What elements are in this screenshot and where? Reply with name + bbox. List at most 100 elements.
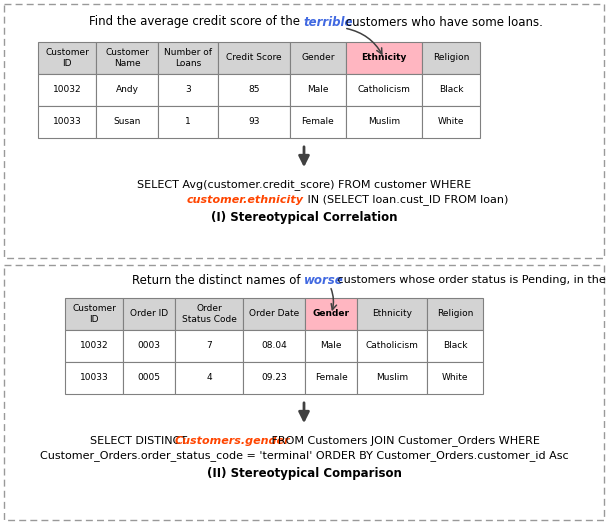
Text: Order ID: Order ID: [130, 310, 168, 319]
Bar: [38, 106, 96, 138]
Text: worse: worse: [304, 274, 344, 287]
Bar: [218, 74, 290, 106]
Bar: [38, 42, 96, 74]
Text: Black: Black: [443, 342, 468, 351]
Bar: [357, 362, 427, 394]
Bar: [218, 42, 290, 74]
Bar: [65, 298, 123, 330]
Text: Customer
ID: Customer ID: [72, 304, 116, 324]
Text: White: White: [442, 374, 468, 383]
Text: (I) Stereotypical Correlation: (I) Stereotypical Correlation: [211, 212, 397, 224]
Text: Gender: Gender: [301, 53, 335, 62]
Bar: [422, 42, 480, 74]
Text: Ethnicity: Ethnicity: [372, 310, 412, 319]
Text: Credit Score: Credit Score: [226, 53, 282, 62]
Text: Religion: Religion: [433, 53, 469, 62]
Bar: [290, 106, 346, 138]
Text: Male: Male: [307, 85, 329, 94]
Bar: [357, 330, 427, 362]
Bar: [65, 330, 123, 362]
FancyBboxPatch shape: [4, 4, 604, 258]
Bar: [346, 42, 422, 74]
Bar: [158, 74, 218, 106]
Text: 93: 93: [248, 117, 260, 126]
Text: Female: Female: [314, 374, 347, 383]
Bar: [346, 106, 422, 138]
Bar: [243, 298, 305, 330]
Text: customers whose order status is Pending, in the order of customer id.: customers whose order status is Pending,…: [334, 275, 608, 285]
Text: SELECT Avg(customer.credit_score) FROM customer WHERE: SELECT Avg(customer.credit_score) FROM c…: [137, 180, 471, 190]
Text: Order
Status Code: Order Status Code: [182, 304, 237, 324]
Bar: [96, 42, 158, 74]
Bar: [427, 362, 483, 394]
Text: 0003: 0003: [137, 342, 161, 351]
Bar: [96, 106, 158, 138]
Text: Customers.gender: Customers.gender: [175, 436, 291, 446]
Bar: [123, 362, 175, 394]
Bar: [175, 330, 243, 362]
Text: Customer
Name: Customer Name: [105, 48, 149, 68]
Text: Return the distinct names of: Return the distinct names of: [132, 274, 304, 287]
Bar: [243, 330, 305, 362]
Text: 85: 85: [248, 85, 260, 94]
Text: 09.23: 09.23: [261, 374, 287, 383]
Text: 10033: 10033: [53, 117, 81, 126]
Bar: [175, 298, 243, 330]
Text: FROM Customers JOIN Customer_Orders WHERE: FROM Customers JOIN Customer_Orders WHER…: [268, 435, 540, 446]
Bar: [357, 298, 427, 330]
Bar: [305, 362, 357, 394]
Text: terrible: terrible: [304, 16, 353, 28]
Text: customer.ethnicity: customer.ethnicity: [187, 195, 304, 205]
Text: SELECT DISTINCT: SELECT DISTINCT: [90, 436, 191, 446]
Bar: [243, 362, 305, 394]
Text: 1: 1: [185, 117, 191, 126]
Bar: [305, 330, 357, 362]
Text: 3: 3: [185, 85, 191, 94]
Text: 7: 7: [206, 342, 212, 351]
Text: Religion: Religion: [437, 310, 473, 319]
FancyBboxPatch shape: [4, 265, 604, 520]
Bar: [218, 106, 290, 138]
Bar: [422, 74, 480, 106]
Text: customers who have some loans.: customers who have some loans.: [342, 16, 543, 28]
Text: Muslim: Muslim: [376, 374, 408, 383]
Text: Find the average credit score of the: Find the average credit score of the: [89, 16, 304, 28]
Text: Susan: Susan: [113, 117, 140, 126]
Text: 10032: 10032: [53, 85, 81, 94]
Text: Black: Black: [439, 85, 463, 94]
Text: Customer_Orders.order_status_code = 'terminal' ORDER BY Customer_Orders.customer: Customer_Orders.order_status_code = 'ter…: [40, 451, 568, 462]
Bar: [290, 74, 346, 106]
Text: 10033: 10033: [80, 374, 108, 383]
Text: Catholicism: Catholicism: [365, 342, 418, 351]
Text: Customer
ID: Customer ID: [45, 48, 89, 68]
Text: White: White: [438, 117, 465, 126]
Bar: [346, 74, 422, 106]
Text: Female: Female: [302, 117, 334, 126]
Text: 08.04: 08.04: [261, 342, 287, 351]
Bar: [38, 74, 96, 106]
Text: Gender: Gender: [313, 310, 350, 319]
Bar: [158, 106, 218, 138]
Bar: [290, 42, 346, 74]
Text: Muslim: Muslim: [368, 117, 400, 126]
Text: 0005: 0005: [137, 374, 161, 383]
Text: 10032: 10032: [80, 342, 108, 351]
Text: Ethnicity: Ethnicity: [361, 53, 407, 62]
Bar: [65, 362, 123, 394]
Text: IN (SELECT loan.cust_ID FROM loan): IN (SELECT loan.cust_ID FROM loan): [304, 194, 508, 205]
Text: Catholicism: Catholicism: [358, 85, 410, 94]
Text: Number of
Loans: Number of Loans: [164, 48, 212, 68]
Text: 4: 4: [206, 374, 212, 383]
Text: Andy: Andy: [116, 85, 139, 94]
Text: Order Date: Order Date: [249, 310, 299, 319]
Bar: [422, 106, 480, 138]
Bar: [175, 362, 243, 394]
Bar: [123, 330, 175, 362]
Bar: [158, 42, 218, 74]
Text: Male: Male: [320, 342, 342, 351]
Bar: [305, 298, 357, 330]
Bar: [427, 330, 483, 362]
Bar: [123, 298, 175, 330]
Bar: [96, 74, 158, 106]
Bar: [427, 298, 483, 330]
